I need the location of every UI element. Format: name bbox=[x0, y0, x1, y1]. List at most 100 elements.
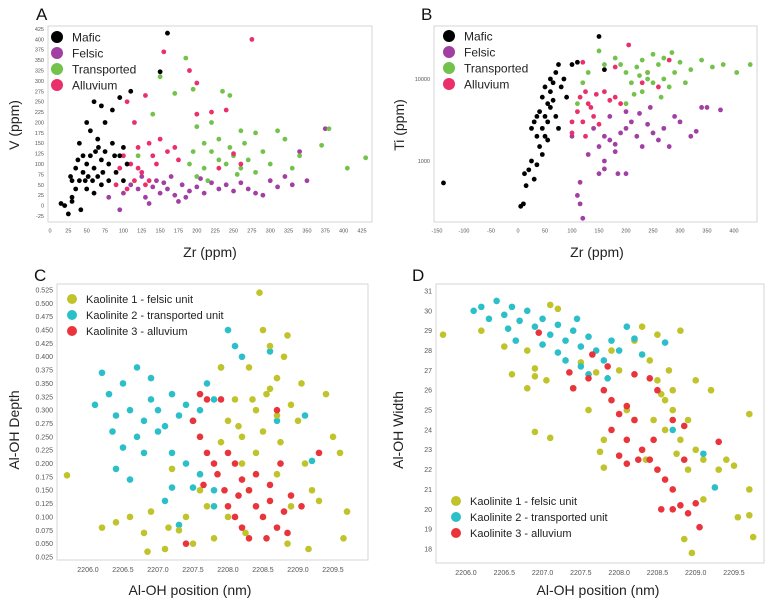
y-tick-label-c: 0.300 bbox=[35, 408, 53, 415]
point-kaolinite-3-alluvium bbox=[623, 402, 631, 410]
point-mafic bbox=[534, 162, 540, 168]
point-transported bbox=[205, 178, 211, 184]
point-transported bbox=[639, 89, 645, 95]
point-kaolinite-1-felsic-unit bbox=[259, 428, 267, 435]
point-alluvium bbox=[194, 111, 200, 117]
point-mafic bbox=[65, 211, 71, 217]
point-kaolinite-2-transported-unit bbox=[504, 325, 512, 333]
point-transported bbox=[289, 165, 295, 171]
point-transported bbox=[253, 169, 258, 175]
point-mafic bbox=[117, 153, 123, 159]
point-transported bbox=[190, 149, 196, 154]
point-alluvium bbox=[569, 119, 575, 125]
point-kaolinite-1-felsic-unit bbox=[126, 513, 134, 521]
point-kaolinite-2-transported-unit bbox=[623, 323, 631, 331]
point-kaolinite-3-alluvium bbox=[200, 481, 207, 489]
point-kaolinite-2-transported-unit bbox=[126, 406, 134, 414]
y-tick-label-d: 23 bbox=[424, 447, 432, 454]
point-mafic bbox=[106, 178, 112, 184]
point-alluvium bbox=[585, 101, 591, 107]
legend-marker bbox=[443, 30, 455, 42]
point-transported bbox=[645, 70, 650, 75]
point-transported bbox=[238, 128, 244, 134]
point-kaolinite-3-alluvium bbox=[657, 506, 665, 513]
point-kaolinite-1-felsic-unit bbox=[280, 353, 288, 361]
y-tick-label-d: 26 bbox=[424, 388, 432, 395]
point-mafic bbox=[526, 167, 532, 173]
point-mafic bbox=[531, 119, 537, 125]
point-felsic bbox=[575, 193, 580, 198]
x-tick-label-a: 300 bbox=[266, 229, 275, 235]
point-felsic bbox=[602, 166, 607, 172]
point-transported bbox=[612, 55, 618, 61]
point-kaolinite-1-felsic-unit bbox=[669, 406, 677, 414]
point-alluvium bbox=[612, 94, 618, 100]
point-alluvium bbox=[176, 157, 181, 163]
point-felsic bbox=[602, 158, 607, 164]
point-kaolinite-1-felsic-unit bbox=[692, 446, 700, 454]
point-transported bbox=[661, 55, 667, 61]
point-kaolinite-1-felsic-unit bbox=[439, 331, 447, 338]
point-kaolinite-3-alluvium bbox=[680, 422, 688, 430]
point-kaolinite-2-transported-unit bbox=[308, 457, 316, 465]
legend-marker bbox=[67, 310, 77, 320]
point-kaolinite-2-transported-unit bbox=[669, 426, 677, 434]
point-kaolinite-1-felsic-unit bbox=[554, 305, 562, 313]
point-alluvium bbox=[157, 136, 163, 142]
point-alluvium bbox=[187, 68, 192, 73]
legend-label: Mafic bbox=[72, 30, 101, 44]
point-felsic bbox=[634, 133, 640, 139]
y-tick-label-d: 27 bbox=[424, 368, 432, 375]
point-mafic bbox=[542, 133, 548, 139]
point-transported bbox=[234, 172, 240, 177]
point-kaolinite-1-felsic-unit bbox=[677, 436, 684, 444]
point-kaolinite-3-alluvium bbox=[182, 540, 190, 547]
point-kaolinite-1-felsic-unit bbox=[646, 357, 654, 364]
point-mafic bbox=[85, 174, 91, 179]
y-tick-label-c: 0.275 bbox=[35, 421, 53, 428]
point-alluvium bbox=[580, 59, 586, 65]
point-transported bbox=[242, 140, 247, 146]
point-felsic bbox=[154, 178, 159, 184]
point-mafic bbox=[558, 84, 564, 90]
point-transported bbox=[631, 91, 637, 97]
legend-marker bbox=[443, 62, 455, 74]
point-kaolinite-3-alluvium bbox=[535, 329, 543, 336]
point-kaolinite-1-felsic-unit bbox=[734, 513, 742, 521]
point-mafic bbox=[548, 89, 553, 95]
point-kaolinite-3-alluvium bbox=[669, 506, 677, 513]
point-mafic bbox=[98, 157, 104, 163]
point-mafic bbox=[522, 171, 527, 177]
point-kaolinite-1-felsic-unit bbox=[196, 486, 204, 494]
point-kaolinite-2-transported-unit bbox=[478, 303, 485, 311]
x-tick-label-b: -150 bbox=[431, 229, 442, 235]
point-kaolinite-3-alluvium bbox=[252, 502, 260, 510]
point-kaolinite-1-felsic-unit bbox=[217, 364, 225, 371]
point-transported bbox=[201, 140, 207, 146]
point-felsic bbox=[267, 178, 273, 184]
point-kaolinite-1-felsic-unit bbox=[287, 401, 295, 409]
point-felsic bbox=[693, 128, 699, 134]
point-kaolinite-3-alluvium bbox=[231, 460, 239, 467]
point-transported bbox=[699, 57, 704, 63]
point-transported bbox=[580, 80, 586, 86]
point-alluvium bbox=[165, 149, 170, 154]
point-transported bbox=[135, 153, 141, 159]
points-d bbox=[439, 297, 757, 557]
x-axis-label-c: Al-OH position (nm) bbox=[129, 582, 252, 598]
point-kaolinite-1-felsic-unit bbox=[531, 428, 539, 436]
points-c bbox=[63, 289, 351, 555]
x-tick-label-b: -50 bbox=[487, 229, 495, 235]
point-alluvium bbox=[656, 84, 661, 90]
y-tick-label-d: 31 bbox=[424, 288, 432, 295]
point-kaolinite-2-transported-unit bbox=[112, 412, 120, 419]
point-alluvium bbox=[602, 89, 607, 95]
point-transported bbox=[260, 149, 266, 154]
point-kaolinite-3-alluvium bbox=[287, 492, 295, 499]
point-mafic bbox=[542, 113, 548, 119]
point-kaolinite-1-felsic-unit bbox=[315, 497, 323, 505]
point-kaolinite-3-alluvium bbox=[259, 513, 267, 521]
point-transported bbox=[238, 165, 244, 171]
point-kaolinite-1-felsic-unit bbox=[263, 390, 270, 398]
point-alluvium bbox=[580, 119, 586, 125]
